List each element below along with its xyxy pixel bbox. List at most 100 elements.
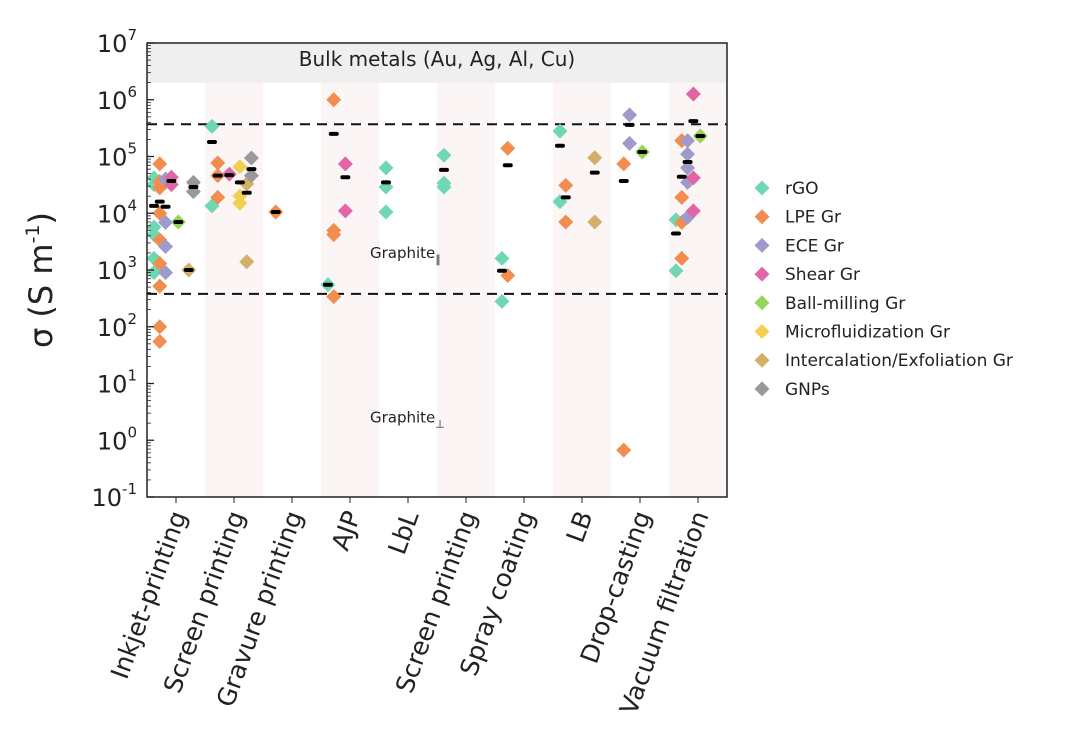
bulk-metals-label: Bulk metals (Au, Ag, Al, Cu)	[299, 47, 575, 71]
legend-label: GNPs	[785, 380, 830, 400]
mean-dash	[554, 143, 565, 148]
mean-dash	[676, 174, 687, 179]
mean-dash	[589, 170, 600, 175]
y-axis-label: σ (S m-1)	[22, 212, 60, 348]
legend-label: LPE Gr	[785, 208, 841, 228]
mean-dash	[695, 133, 706, 138]
data-point	[668, 263, 684, 279]
mean-dash	[328, 131, 339, 136]
data-point	[622, 135, 638, 151]
data-point	[210, 189, 226, 205]
mean-dash	[496, 268, 507, 273]
data-point	[158, 265, 174, 281]
y-tick-label: 105	[97, 140, 137, 172]
mean-dash	[618, 179, 629, 184]
data-point	[680, 146, 696, 162]
data-point	[674, 189, 690, 205]
data-point	[685, 86, 701, 102]
y-tick-label: 104	[97, 196, 137, 228]
data-point	[616, 442, 632, 458]
mean-dash	[624, 122, 635, 127]
legend-label: rGO	[785, 179, 819, 199]
data-point	[500, 140, 516, 156]
data-point	[378, 204, 394, 220]
mean-dash	[637, 150, 648, 155]
mean-dash	[241, 190, 252, 195]
data-point	[552, 123, 568, 139]
y-tick-label: 107	[97, 26, 137, 58]
data-point	[152, 333, 168, 349]
data-point	[436, 179, 452, 195]
mean-dash	[188, 185, 199, 190]
data-point	[337, 156, 353, 172]
mean-dash	[688, 119, 699, 124]
data-point	[616, 156, 632, 172]
mean-dash	[166, 179, 177, 184]
data-point	[378, 160, 394, 176]
legend-marker	[754, 381, 770, 397]
bulk-metals-band	[147, 43, 727, 83]
legend-marker	[754, 237, 770, 253]
legend-marker	[754, 266, 770, 282]
data-point	[587, 150, 603, 166]
data-point	[587, 214, 603, 230]
data-point	[337, 203, 353, 219]
data-point	[622, 107, 638, 123]
data-point	[680, 133, 696, 149]
column-band	[437, 43, 495, 497]
mean-dash	[246, 167, 257, 172]
data-point	[685, 203, 701, 219]
mean-dash	[234, 180, 245, 185]
y-tick-label: 106	[97, 83, 137, 115]
y-tick-label: 102	[97, 310, 137, 342]
legend-label: Microfluidization Gr	[785, 323, 950, 343]
graphite-annotation: Graphite⊥	[370, 409, 445, 431]
x-tick-label: AJP	[326, 507, 367, 554]
y-tick-label: 10-1	[91, 480, 137, 512]
graphite-annotation: Graphite∥	[370, 244, 441, 266]
mean-dash	[160, 204, 171, 209]
data-point	[558, 214, 574, 230]
mean-dash	[270, 210, 281, 215]
mean-dash	[438, 167, 449, 172]
data-point	[158, 238, 174, 254]
mean-dash	[670, 231, 681, 236]
data-point	[239, 254, 255, 270]
legend-marker	[754, 295, 770, 311]
data-point	[685, 170, 701, 186]
y-tick-label: 101	[97, 367, 137, 399]
mean-dash	[206, 140, 217, 145]
y-tick-label: 103	[97, 253, 137, 285]
legend-marker	[754, 324, 770, 339]
mean-dash	[560, 195, 571, 200]
mean-dash	[212, 173, 223, 178]
data-point	[152, 278, 168, 294]
data-point	[243, 150, 259, 166]
data-point	[436, 147, 452, 163]
data-point	[204, 118, 220, 134]
data-point	[558, 177, 574, 193]
column-band	[321, 43, 379, 497]
data-point	[152, 156, 168, 172]
data-point	[326, 289, 342, 305]
data-point	[158, 214, 174, 230]
legend-label: Ball-milling Gr	[785, 294, 905, 314]
data-point	[494, 293, 510, 309]
mean-dash	[682, 159, 693, 164]
mean-dash	[154, 199, 165, 204]
x-tick-label: LbL	[382, 507, 424, 558]
data-point	[232, 159, 248, 175]
mean-dash	[322, 282, 333, 287]
legend-label: Shear Gr	[785, 265, 860, 285]
mean-dash	[183, 268, 194, 272]
legend-marker	[754, 352, 770, 368]
mean-dash	[380, 180, 391, 185]
data-point	[494, 250, 510, 266]
mean-dash	[148, 203, 159, 208]
mean-dash	[224, 173, 235, 178]
y-tick-label: 100	[97, 423, 137, 455]
data-point	[146, 219, 162, 235]
data-point	[243, 168, 259, 184]
